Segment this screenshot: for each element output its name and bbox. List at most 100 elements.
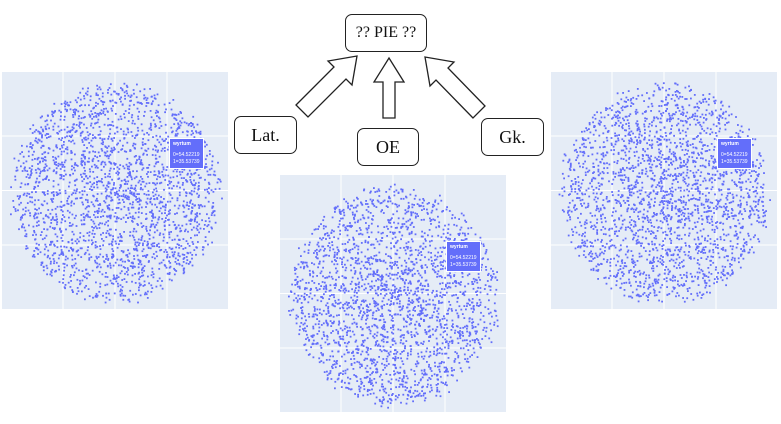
- scatter-point: [378, 319, 381, 322]
- scatter-point: [143, 110, 146, 113]
- scatter-point: [106, 283, 109, 286]
- scatter-point: [52, 197, 55, 200]
- scatter-point: [175, 270, 178, 272]
- scatter-point: [99, 137, 102, 140]
- scatter-point: [376, 361, 379, 364]
- scatter-point: [400, 401, 402, 404]
- scatter-point: [328, 254, 330, 257]
- scatter-point: [379, 315, 382, 317]
- scatter-point: [63, 141, 65, 143]
- scatter-point: [400, 264, 403, 267]
- scatter-point: [309, 273, 311, 275]
- scatter-point: [46, 169, 49, 172]
- scatter-point: [381, 379, 384, 381]
- scatter-point: [82, 172, 85, 175]
- scatter-point: [20, 165, 22, 168]
- scatter-point: [418, 198, 421, 201]
- scatter-point: [154, 203, 157, 206]
- scatter-point: [486, 293, 489, 296]
- scatter-point: [354, 214, 356, 217]
- scatter-point: [52, 191, 55, 193]
- scatter-point: [70, 136, 72, 138]
- scatter-point: [446, 232, 449, 234]
- scatter-point: [70, 201, 73, 204]
- scatter-point: [365, 376, 368, 379]
- scatter-point: [61, 161, 63, 164]
- scatter-point: [407, 289, 409, 291]
- scatter-point: [109, 191, 112, 194]
- scatter-point: [110, 124, 113, 126]
- scatter-point: [440, 381, 443, 384]
- scatter-point: [298, 333, 301, 336]
- scatter-point: [95, 122, 98, 124]
- scatter-point: [702, 228, 705, 231]
- scatter-point: [415, 394, 418, 397]
- scatter-point: [127, 187, 130, 190]
- scatter-point: [426, 211, 429, 214]
- scatter-point: [63, 119, 66, 121]
- scatter-point: [59, 174, 62, 176]
- scatter-point: [140, 123, 143, 126]
- scatter-point: [147, 102, 150, 104]
- scatter-point: [158, 246, 161, 248]
- scatter-point: [188, 123, 191, 125]
- scatter-point: [44, 243, 47, 246]
- scatter-point: [423, 232, 426, 235]
- scatter-point: [592, 162, 595, 165]
- scatter-point: [156, 198, 159, 200]
- scatter-point: [124, 272, 126, 275]
- scatter-point: [389, 255, 392, 258]
- scatter-point: [479, 301, 482, 304]
- scatter-point: [174, 133, 177, 136]
- scatter-point: [329, 355, 332, 358]
- scatter-point: [187, 130, 189, 133]
- scatter-point: [108, 182, 111, 185]
- scatter-point: [303, 329, 305, 332]
- scatter-point: [160, 143, 162, 146]
- scatter-point: [189, 261, 192, 264]
- scatter-point: [119, 139, 121, 142]
- scatter-point: [412, 392, 415, 395]
- scatter-point: [167, 213, 170, 215]
- scatter-point: [333, 296, 335, 299]
- scatter-point: [151, 154, 154, 156]
- scatter-point: [142, 274, 145, 277]
- embedding-plot-lat[interactable]: wyrtum 0=54.52219 1=35.53739: [2, 72, 228, 309]
- scatter-point: [91, 165, 93, 168]
- scatter-point: [489, 285, 492, 288]
- scatter-point: [99, 88, 102, 91]
- scatter-point: [82, 275, 85, 277]
- scatter-point: [303, 298, 306, 301]
- scatter-point: [362, 264, 365, 267]
- scatter-point: [487, 258, 489, 261]
- scatter-point: [36, 209, 38, 211]
- scatter-point: [435, 354, 438, 357]
- scatter-point: [110, 107, 113, 110]
- scatter-point: [324, 254, 327, 257]
- scatter-point: [455, 224, 458, 227]
- scatter-point: [377, 303, 380, 306]
- embedding-plot-oe[interactable]: wyrtum 0=54.52219 1=35.53739: [280, 175, 506, 412]
- scatter-point: [354, 270, 357, 272]
- scatter-point: [52, 258, 55, 260]
- scatter-point: [71, 258, 74, 261]
- embedding-plot-gk[interactable]: wyrtum 0=54.52219 1=35.53739: [551, 72, 777, 309]
- scatter-point: [328, 315, 331, 317]
- scatter-point: [109, 217, 112, 220]
- scatter-point: [56, 194, 58, 196]
- scatter-point: [45, 133, 48, 135]
- scatter-point: [404, 259, 406, 262]
- scatter-point: [158, 141, 161, 144]
- scatter-point: [140, 263, 143, 266]
- scatter-point: [46, 215, 49, 218]
- scatter-point: [120, 292, 123, 295]
- scatter-point: [294, 272, 297, 275]
- scatter-point: [160, 196, 162, 198]
- scatter-point: [168, 236, 171, 239]
- scatter-point: [376, 199, 379, 202]
- scatter-point: [109, 264, 112, 267]
- scatter-point: [121, 279, 124, 281]
- scatter-point: [109, 279, 112, 282]
- scatter-point: [428, 298, 431, 301]
- scatter-point: [180, 177, 183, 179]
